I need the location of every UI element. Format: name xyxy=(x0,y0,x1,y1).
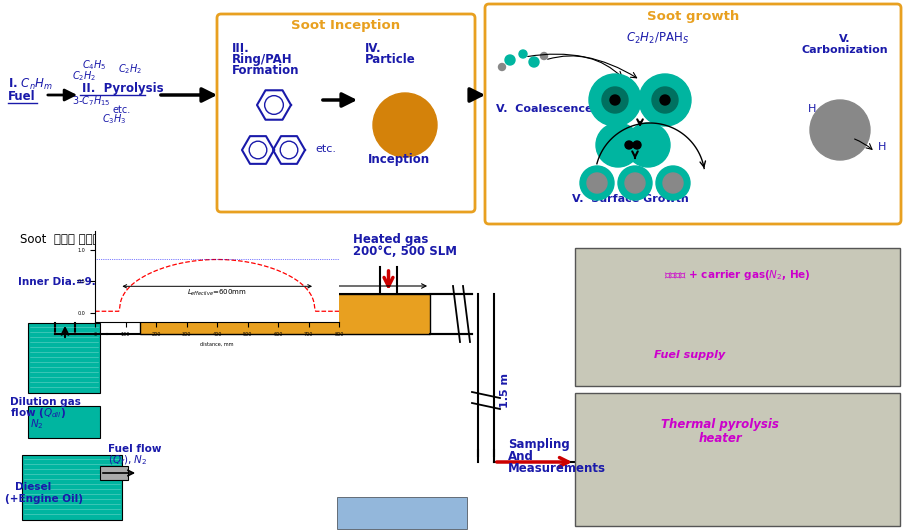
Bar xyxy=(28,406,100,438)
Text: Soot growth: Soot growth xyxy=(647,10,739,23)
Circle shape xyxy=(626,123,670,167)
Circle shape xyxy=(639,74,691,126)
Bar xyxy=(140,294,430,334)
Circle shape xyxy=(663,173,683,193)
Circle shape xyxy=(587,173,607,193)
Text: Measurements: Measurements xyxy=(508,462,606,475)
Text: Carbonization: Carbonization xyxy=(802,45,889,55)
Circle shape xyxy=(505,55,515,65)
Text: And: And xyxy=(508,450,534,463)
Text: Thermal pyrolysis: Thermal pyrolysis xyxy=(661,418,779,431)
Text: heater: heater xyxy=(698,432,742,445)
Text: $C_2H_2$: $C_2H_2$ xyxy=(72,69,96,83)
Circle shape xyxy=(652,87,678,113)
Text: $C_2H_2$: $C_2H_2$ xyxy=(118,62,142,76)
Text: H: H xyxy=(808,104,816,114)
Text: III.: III. xyxy=(232,42,250,55)
Bar xyxy=(100,466,128,480)
Circle shape xyxy=(625,141,633,149)
Text: 1.5 m: 1.5 m xyxy=(500,372,510,408)
Text: $L_{effective}$=600mm: $L_{effective}$=600mm xyxy=(187,288,247,298)
Text: Soot  생성기 실험장치: Soot 생성기 실험장치 xyxy=(20,233,107,246)
Text: Sampling: Sampling xyxy=(508,438,570,451)
X-axis label: distance, mm: distance, mm xyxy=(200,342,234,347)
Text: Inception: Inception xyxy=(368,153,430,166)
Text: etc.: etc. xyxy=(315,144,336,154)
Text: IV.: IV. xyxy=(365,42,382,55)
Text: Particle: Particle xyxy=(365,53,415,66)
Text: Fuel flow: Fuel flow xyxy=(108,444,161,454)
Text: H: H xyxy=(878,142,886,152)
Text: Fuel supply: Fuel supply xyxy=(654,350,726,360)
FancyBboxPatch shape xyxy=(217,14,475,212)
Text: 400mm+400mm: 400mm+400mm xyxy=(247,273,323,282)
Text: $C_4H_5$: $C_4H_5$ xyxy=(82,58,107,72)
FancyBboxPatch shape xyxy=(485,4,901,224)
Circle shape xyxy=(610,95,620,105)
Text: Heated gas: Heated gas xyxy=(353,233,428,246)
Circle shape xyxy=(810,100,870,160)
Circle shape xyxy=(519,50,527,58)
Bar xyxy=(337,497,467,529)
Circle shape xyxy=(596,123,640,167)
Bar xyxy=(575,393,900,526)
Text: Fuel: Fuel xyxy=(8,90,35,103)
Text: Diesel: Diesel xyxy=(15,482,52,492)
Circle shape xyxy=(618,166,652,200)
Circle shape xyxy=(602,87,628,113)
Text: Formation: Formation xyxy=(232,64,300,77)
Circle shape xyxy=(499,63,506,71)
Circle shape xyxy=(580,166,614,200)
Bar xyxy=(22,455,122,520)
Text: $C_3H_3$: $C_3H_3$ xyxy=(102,112,127,126)
Text: V.  Coalescence: V. Coalescence xyxy=(496,104,593,114)
Text: 액체연료 + carrier gas($N_2$, He): 액체연료 + carrier gas($N_2$, He) xyxy=(663,268,810,282)
Circle shape xyxy=(529,57,539,67)
Text: $C_2H_2$/PAH$_S$: $C_2H_2$/PAH$_S$ xyxy=(626,31,690,46)
Text: $3$-$C_7H_{15}$: $3$-$C_7H_{15}$ xyxy=(72,94,110,108)
Circle shape xyxy=(540,53,548,60)
Text: Inner Dia.=9.0mm: Inner Dia.=9.0mm xyxy=(18,277,125,287)
Circle shape xyxy=(660,95,670,105)
Text: 200°C, 500 SLM: 200°C, 500 SLM xyxy=(353,245,457,258)
Circle shape xyxy=(656,166,690,200)
Text: Ring/PAH: Ring/PAH xyxy=(232,53,292,66)
Bar xyxy=(575,248,900,386)
Text: II.  Pyrolysis: II. Pyrolysis xyxy=(82,82,164,95)
Text: V.: V. xyxy=(839,34,851,44)
Circle shape xyxy=(625,173,645,193)
Text: (+Engine Oil): (+Engine Oil) xyxy=(5,494,83,504)
Text: Dilution gas: Dilution gas xyxy=(10,397,81,407)
Text: $N_2$: $N_2$ xyxy=(30,417,43,431)
Text: ($Q_f$), $N_2$: ($Q_f$), $N_2$ xyxy=(108,453,148,467)
Text: V.  Surface Growth: V. Surface Growth xyxy=(572,194,689,204)
Text: flow ($Q_{dil}$): flow ($Q_{dil}$) xyxy=(10,406,66,420)
Circle shape xyxy=(633,141,641,149)
Text: Furnace: Furnace xyxy=(257,307,313,320)
Text: I. $C_nH_m$: I. $C_nH_m$ xyxy=(8,77,53,92)
Circle shape xyxy=(373,93,437,157)
Bar xyxy=(28,323,100,393)
Circle shape xyxy=(589,74,641,126)
Text: Soot Inception: Soot Inception xyxy=(291,19,401,32)
Text: etc.: etc. xyxy=(112,105,130,115)
